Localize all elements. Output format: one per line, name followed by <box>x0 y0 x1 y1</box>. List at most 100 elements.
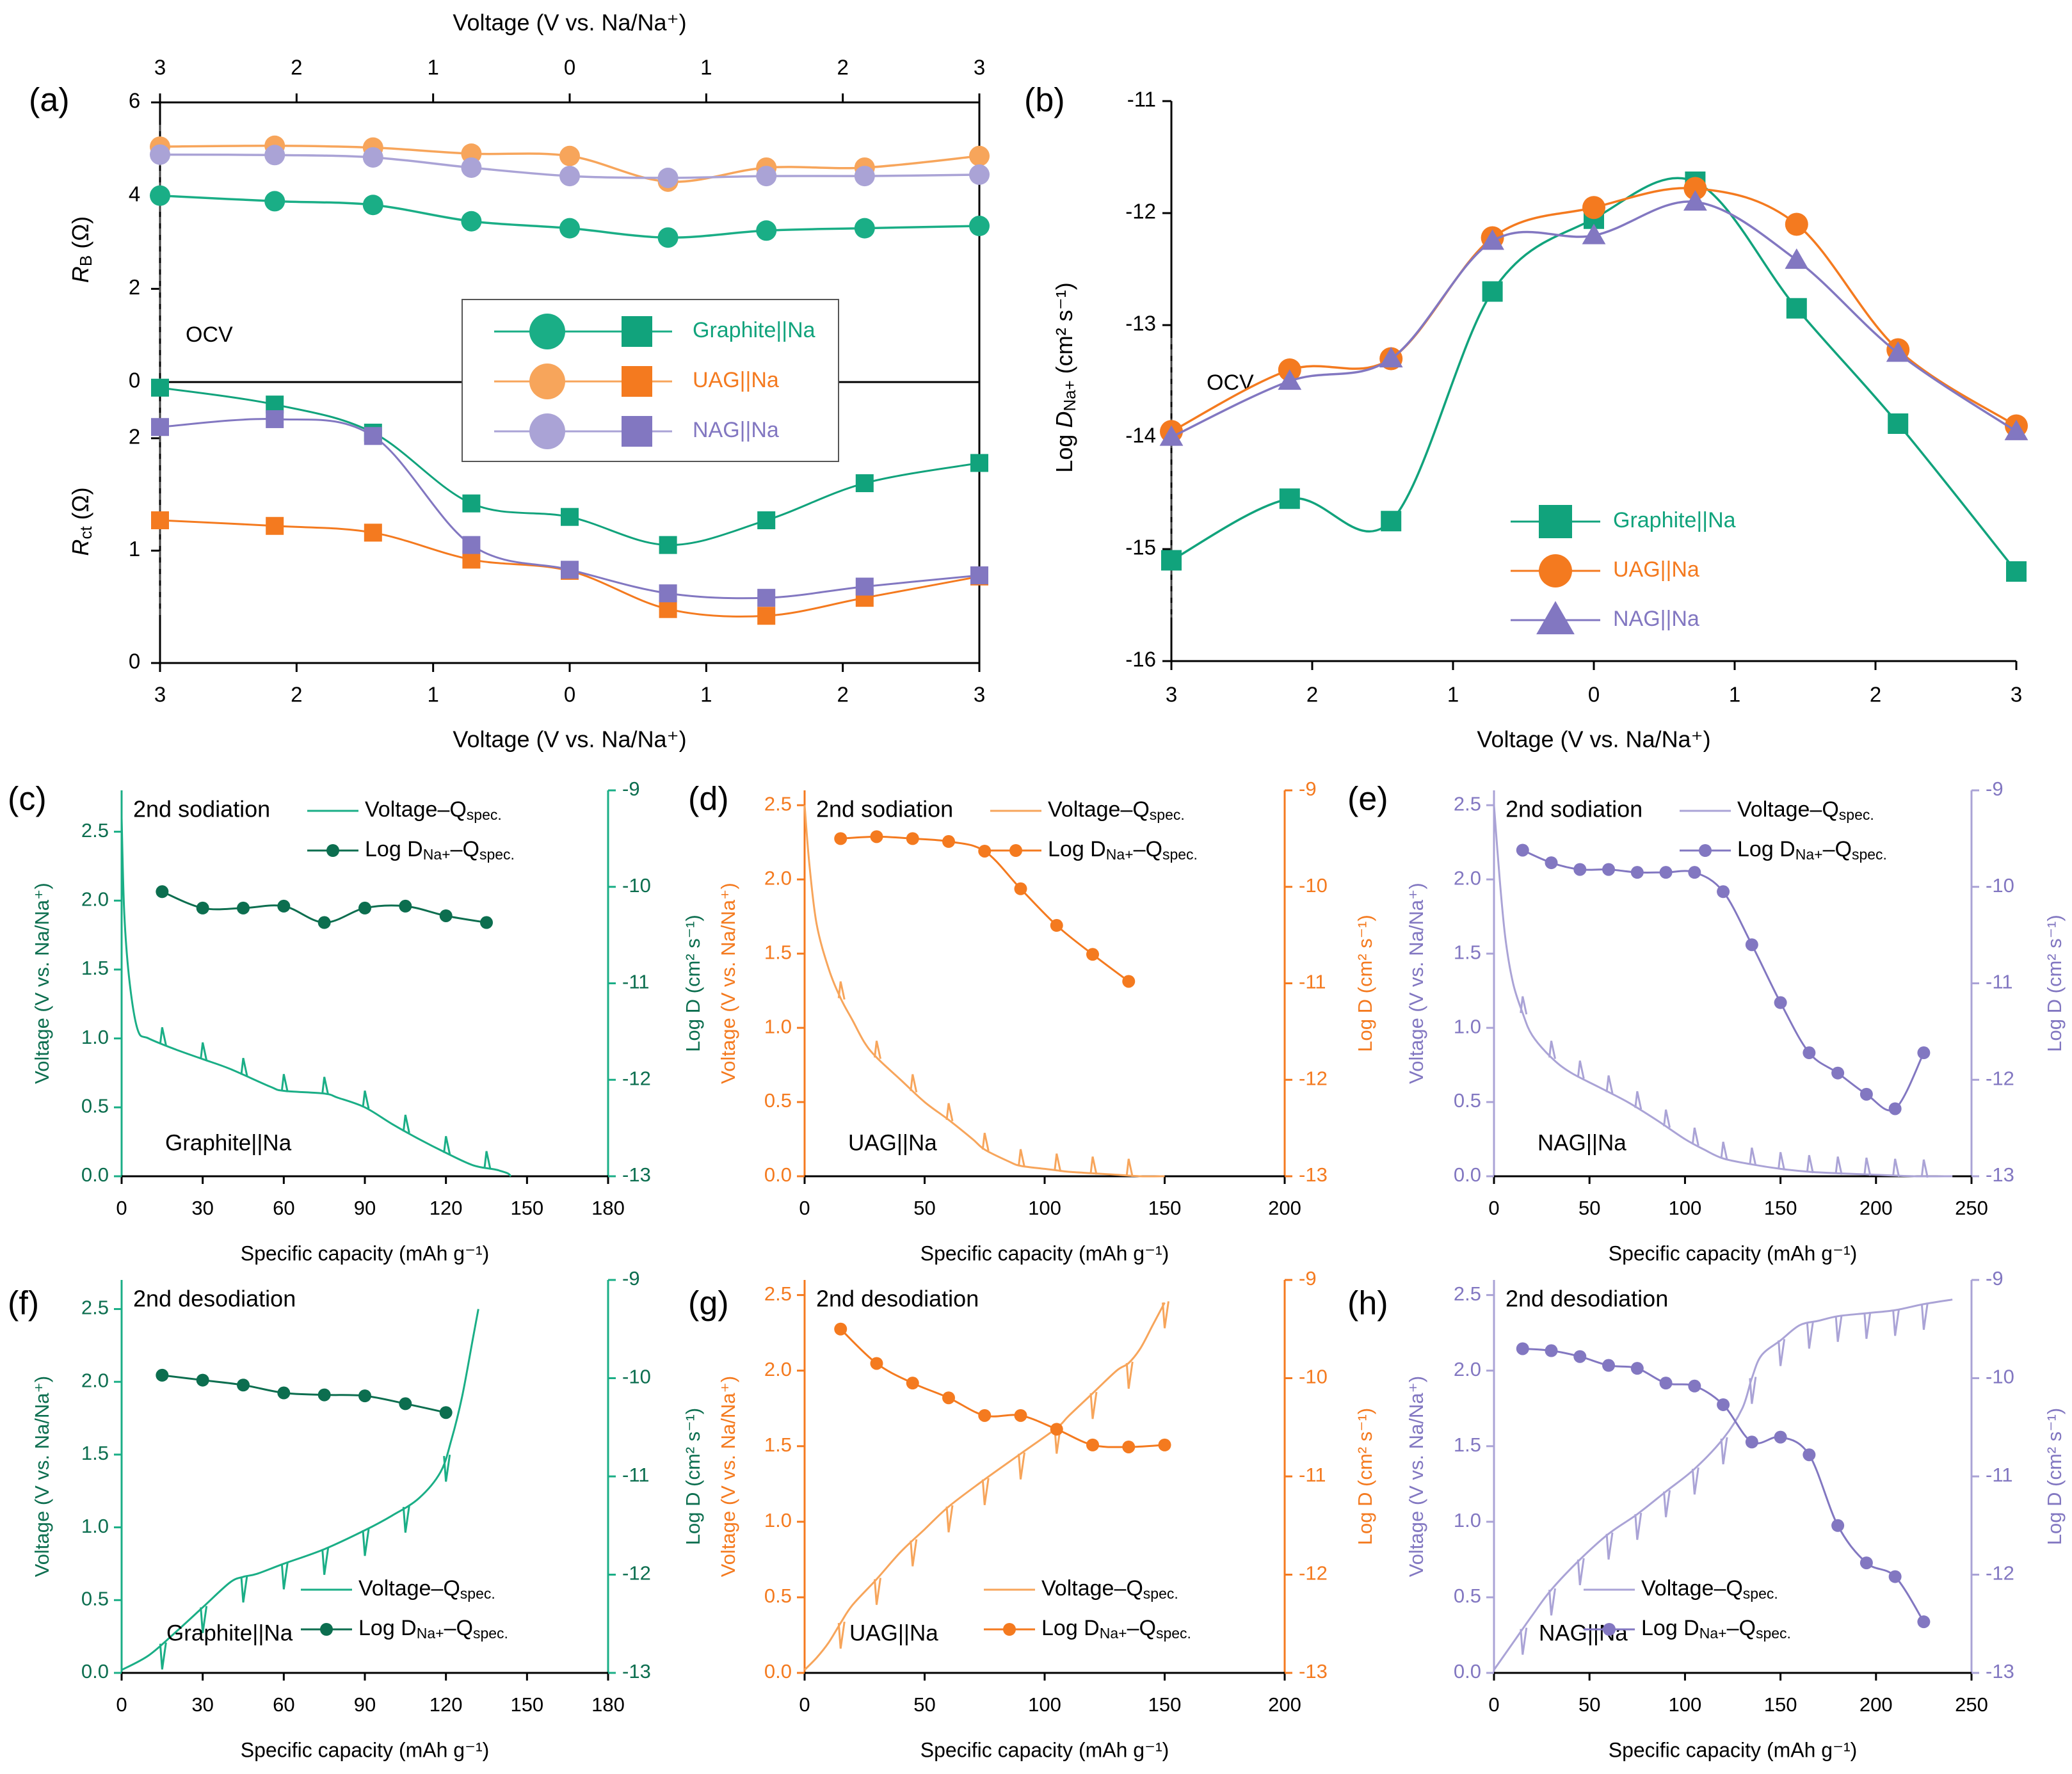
y-tick-label-left: 2.5 <box>1454 792 1481 815</box>
relaxation-spike <box>240 1575 248 1603</box>
voltage-curve <box>1493 805 1953 1178</box>
y-tick-label: 1 <box>129 537 140 561</box>
y-axis-title-right: Log D (cm² s⁻¹) <box>682 1408 704 1545</box>
legend-marker-logd <box>326 844 339 857</box>
data-point-rb <box>559 145 580 166</box>
panel-f: (f) 0 30 60 90 120 150 180 Specific capacity (mA… <box>8 1267 704 1761</box>
data-point-rb <box>461 157 482 178</box>
relaxation-spike <box>1920 1159 1929 1178</box>
y-tick-label-right: -12 <box>1299 1067 1328 1089</box>
label-part: spec. <box>479 846 515 863</box>
data-point <box>1482 281 1503 302</box>
y-tick-label-left: 1.0 <box>1454 1509 1481 1531</box>
data-point-rb <box>657 167 679 188</box>
logd-point <box>870 1357 883 1370</box>
relaxation-spike <box>1892 1158 1900 1178</box>
panel-label: (c) <box>8 781 47 818</box>
label-part: (cm² s⁻¹) <box>1051 282 1077 380</box>
y-tick-label-left: 1.0 <box>1454 1015 1481 1037</box>
y-tick-label-right: -10 <box>1986 1366 2014 1388</box>
y-tick-label-left: 0.0 <box>1454 1660 1481 1682</box>
logd-point <box>1859 1556 1873 1570</box>
voltage-curve <box>121 1309 479 1671</box>
relaxation-spike <box>1605 1532 1614 1560</box>
relaxation-spike <box>1691 1127 1699 1146</box>
x-tick-label: 50 <box>1578 1693 1600 1716</box>
y-tick-label: -12 <box>1125 200 1156 223</box>
y-tick-label-left: 2.0 <box>81 888 109 910</box>
relaxation-spike <box>1835 1156 1843 1175</box>
panel-label: (e) <box>1347 781 1388 818</box>
legend-marker-logd <box>1009 844 1022 857</box>
relaxation-spike <box>874 1041 881 1059</box>
y-tick-label-right: -9 <box>1986 778 2004 800</box>
cell-label: UAG||Na <box>848 1130 937 1155</box>
data-point-rb <box>559 166 580 187</box>
panel-a: (a) 3 3 2 2 1 1 0 0 1 1 2 2 3 3 Voltage (V vs. Na/Na⁺) V… <box>29 10 990 753</box>
x-top-axis-title: Voltage (V vs. Na/Na⁺) <box>453 10 686 36</box>
relaxation-spike <box>1520 996 1528 1015</box>
data-point-rct <box>757 511 776 529</box>
logd-point <box>1630 1362 1644 1375</box>
relaxation-spike <box>837 981 846 1000</box>
label-part: ct <box>76 526 95 539</box>
label-part: Na+ <box>1106 846 1134 863</box>
y-tick-label-left: 1.5 <box>81 957 109 979</box>
y-tick-label-right: -9 <box>622 1267 640 1290</box>
relaxation-spike <box>240 1058 248 1076</box>
y-tick-label-left: 2.5 <box>81 1297 109 1319</box>
label-part: –Q <box>1127 1616 1156 1640</box>
logd-point <box>1086 1438 1099 1451</box>
y-tick-label-left: 0.5 <box>764 1585 792 1607</box>
x-tick-label: 0 <box>1488 1197 1499 1219</box>
x-tick-label: 150 <box>510 1693 543 1716</box>
legend-label: Graphite||Na <box>1613 508 1736 532</box>
y-axis-title-right: Log D (cm² s⁻¹) <box>2043 1408 2066 1545</box>
y-tick-label-left: 0.0 <box>764 1660 792 1682</box>
label-part: D <box>1051 412 1077 428</box>
x-top-tick-label: 2 <box>291 56 302 79</box>
logd-point <box>1630 866 1644 879</box>
legend-circle <box>529 314 565 349</box>
y-tick-label-left: 2.5 <box>1454 1283 1481 1305</box>
voltage-curve <box>803 805 1165 1178</box>
legend-voltage: Voltage–Qspec. <box>1041 1576 1178 1602</box>
logd-point <box>1158 1438 1171 1451</box>
x-tick-label: 0 <box>116 1693 127 1716</box>
label-part: Voltage–Q <box>1048 797 1150 822</box>
y-tick-label-right: -11 <box>1986 971 2013 993</box>
logd-point <box>1050 1423 1063 1436</box>
relaxation-spike <box>280 1074 289 1092</box>
logd-point <box>1086 948 1099 961</box>
logd-point <box>317 916 331 929</box>
relaxation-spike <box>362 1528 370 1556</box>
relaxation-spike <box>1663 1109 1671 1128</box>
panel-h: (h) 0 50 100 150 200 250 Specific capacity (mAh… <box>1347 1267 2066 1761</box>
x-tick-label: 60 <box>273 1693 294 1716</box>
y-tick-label-left: 0.0 <box>1454 1163 1481 1186</box>
relaxation-spike <box>1125 1361 1134 1389</box>
logd-point <box>1659 1377 1673 1390</box>
y-tick-label: -11 <box>1127 88 1156 111</box>
panel-subtitle: 2nd desodiation <box>133 1286 296 1312</box>
legend-label: UAG||Na <box>1613 557 1699 582</box>
relaxation-spike <box>1720 1141 1728 1160</box>
logd-point <box>1917 1615 1931 1629</box>
x-axis-title: Specific capacity (mAh g⁻¹) <box>1609 1738 1858 1761</box>
y-axis-title-right: Log D (cm² s⁻¹) <box>1354 1408 1376 1545</box>
relaxation-spike <box>874 1578 881 1605</box>
data-point <box>1381 511 1402 532</box>
y-tick-label-left: 2.5 <box>764 1283 792 1305</box>
logd-point <box>834 832 847 845</box>
data-point <box>1683 190 1707 211</box>
logd-point <box>1602 1359 1616 1372</box>
relaxation-spike <box>1892 1309 1900 1336</box>
y-axis-title-left: Voltage (V vs. Na/Na⁺) <box>1405 883 1427 1083</box>
x-tick-label: 0 <box>1588 683 1600 707</box>
x-tick-label: 100 <box>1028 1693 1061 1716</box>
y-axis-title: Log DNa+ (cm² s⁻¹) <box>1051 282 1079 472</box>
relaxation-spike <box>910 1539 918 1567</box>
x-tick-label: 50 <box>1578 1197 1600 1219</box>
panel-subtitle: 2nd desodiation <box>1506 1286 1668 1312</box>
y-tick-label: 4 <box>129 182 140 205</box>
